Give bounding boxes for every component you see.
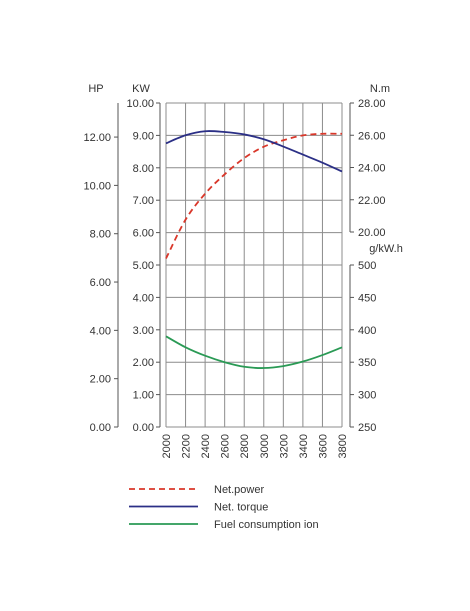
kw-tick-label: 10.00 bbox=[126, 98, 154, 110]
legend-label-0: Net.power bbox=[214, 484, 264, 496]
x-tick-label: 3200 bbox=[278, 434, 290, 458]
series-lines bbox=[165, 130, 343, 369]
hp-axis-title: HP bbox=[88, 83, 103, 95]
fuel-tick-label: 450 bbox=[358, 292, 376, 304]
fuel-tick-label: 300 bbox=[358, 390, 376, 402]
torque-tick-label: 26.00 bbox=[358, 130, 386, 142]
hp-tick-label: 0.00 bbox=[90, 422, 111, 434]
kw-tick-label: 1.00 bbox=[133, 390, 154, 402]
torque-tick-label: 24.00 bbox=[358, 163, 386, 175]
kw-axis-title: KW bbox=[132, 83, 150, 95]
legend: Net.power Net. torque Fuel consumption ion bbox=[129, 484, 319, 531]
x-tick-label: 3400 bbox=[298, 434, 310, 458]
torque-axis-title: N.m bbox=[370, 83, 390, 95]
kw-tick-label: 3.00 bbox=[133, 325, 154, 337]
kw-tick-label: 0.00 bbox=[133, 422, 154, 434]
x-tick-label: 2400 bbox=[200, 434, 212, 458]
torque-tick-label: 22.00 bbox=[358, 195, 386, 207]
torque-tick-label: 28.00 bbox=[358, 98, 386, 110]
hp-tick-label: 6.00 bbox=[90, 277, 111, 289]
kw-tick-label: 7.00 bbox=[133, 195, 154, 207]
hp-tick-label: 12.00 bbox=[83, 132, 111, 144]
legend-label-2: Fuel consumption ion bbox=[214, 519, 319, 531]
hp-tick-label: 8.00 bbox=[90, 229, 111, 241]
hp-tick-label: 10.00 bbox=[83, 180, 111, 192]
kw-tick-label: 2.00 bbox=[133, 357, 154, 369]
fuel-tick-label: 350 bbox=[358, 357, 376, 369]
x-tick-label: 2200 bbox=[181, 434, 193, 458]
kw-tick-label: 6.00 bbox=[133, 228, 154, 240]
fuel-tick-label: 500 bbox=[358, 260, 376, 272]
axes: 0.00 1.00 2.00 3.00 4.00 5.00 6.00 7.00 8.00 9.00… bbox=[83, 83, 402, 458]
kw-tick-label: 9.00 bbox=[133, 130, 154, 142]
x-tick-label: 2800 bbox=[239, 434, 251, 458]
x-tick-label: 2000 bbox=[161, 434, 173, 458]
x-tick-label: 2600 bbox=[220, 434, 232, 458]
torque-tick-label: 20.00 bbox=[358, 227, 386, 239]
kw-tick-label: 5.00 bbox=[133, 260, 154, 272]
x-tick-label: 3600 bbox=[317, 434, 329, 458]
hp-tick-label: 2.00 bbox=[90, 374, 111, 386]
plot-grid bbox=[165, 102, 343, 428]
series-line-2 bbox=[165, 335, 343, 369]
fuel-tick-label: 250 bbox=[358, 422, 376, 434]
kw-tick-label: 8.00 bbox=[133, 163, 154, 175]
legend-label-1: Net. torque bbox=[214, 502, 268, 514]
x-tick-label: 3000 bbox=[259, 434, 271, 458]
fuel-tick-label: 400 bbox=[358, 325, 376, 337]
series-line-1 bbox=[165, 130, 343, 173]
x-tick-label: 3800 bbox=[337, 434, 349, 458]
hp-tick-label: 4.00 bbox=[90, 325, 111, 337]
kw-tick-label: 4.00 bbox=[133, 292, 154, 304]
fuel-axis-title: g/kW.h bbox=[369, 243, 403, 255]
series-line-0 bbox=[165, 132, 343, 259]
